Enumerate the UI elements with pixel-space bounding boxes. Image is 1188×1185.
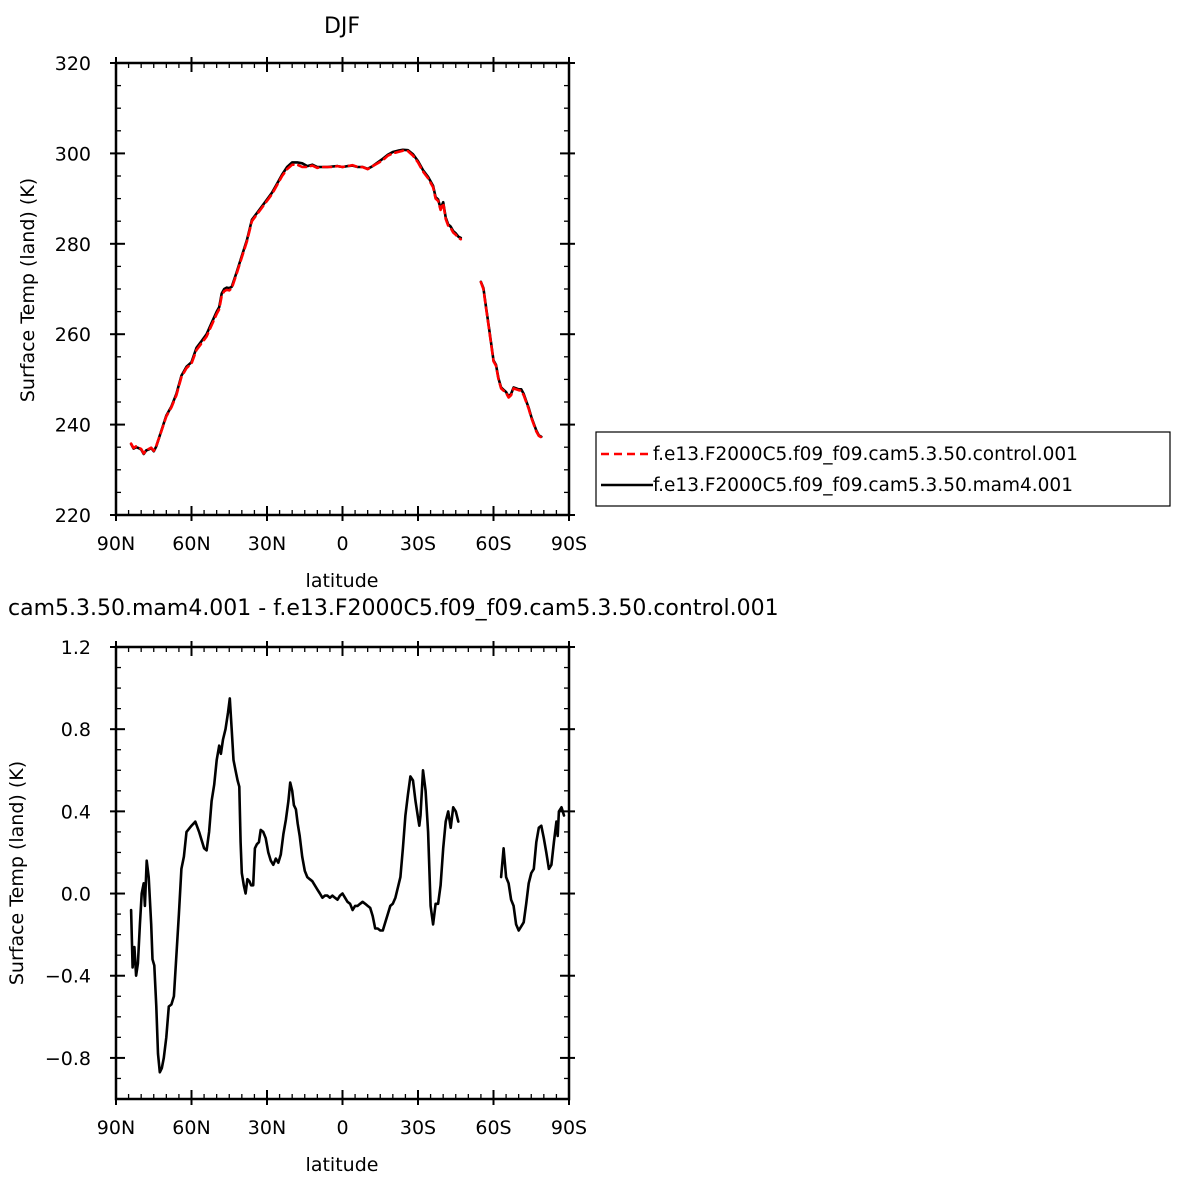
legend: f.e13.F2000C5.f09_f09.cam5.3.50.control.… (595, 431, 1171, 507)
series-line (129, 148, 463, 456)
y-tick-label: 0.4 (61, 801, 91, 823)
y-tick-label: 260 (55, 324, 91, 346)
x-tick-label: 90S (551, 533, 587, 555)
x-tick-label: 60S (475, 1117, 511, 1139)
x-tick-label: 90N (97, 533, 135, 555)
x-axis-label: latitude (306, 1154, 379, 1176)
x-tick-label: 60S (475, 533, 511, 555)
plot-area (129, 697, 566, 1074)
x-tick-label: 30N (248, 533, 286, 555)
chart-title: DJF (324, 14, 360, 39)
y-tick-label: 320 (55, 53, 91, 75)
y-axis-label: Surface Temp (land) (K) (6, 761, 28, 985)
y-tick-label: 1.2 (61, 637, 91, 659)
x-tick-label: 60N (172, 1117, 210, 1139)
y-axis: 220 240 260 280 300 320 (55, 53, 575, 527)
x-tick-label: 90S (551, 1117, 587, 1139)
series-line (499, 806, 566, 932)
x-axis-label: latitude (306, 570, 379, 592)
panel-djf: DJF 90N 60N 30N 0 30S 60S 90S 220 240 260 280 300 3… (17, 14, 1171, 592)
x-tick-label: 30S (400, 533, 436, 555)
plot-frame (114, 61, 571, 517)
legend-label-control: f.e13.F2000C5.f09_f09.cam5.3.50.control.… (653, 444, 1078, 465)
chart-title: cam5.3.50.mam4.001 - f.e13.F2000C5.f09_f… (8, 596, 779, 621)
x-tick-label: 0 (336, 533, 348, 555)
x-axis: 90N 60N 30N 0 30S 60S 90S (97, 57, 587, 555)
y-tick-label: 240 (55, 415, 91, 437)
x-tick-label: 30N (248, 1117, 286, 1139)
y-tick-label: 280 (55, 234, 91, 256)
series-line (129, 697, 460, 1074)
series-line (479, 280, 543, 439)
series-line (129, 149, 463, 455)
panel-difference: cam5.3.50.mam4.001 - f.e13.F2000C5.f09_f… (6, 596, 779, 1176)
y-axis-label: Surface Temp (land) (K) (17, 178, 39, 402)
series-line (479, 280, 543, 439)
y-tick-label: −0.4 (45, 966, 91, 988)
x-axis: 90N 60N 30N 0 30S 60S 90S (97, 641, 587, 1139)
y-tick-label: 220 (55, 505, 91, 527)
plot-frame (114, 645, 571, 1101)
y-tick-label: −0.8 (45, 1048, 91, 1070)
y-tick-label: 0.0 (61, 884, 91, 906)
x-tick-label: 30S (400, 1117, 436, 1139)
y-tick-label: 300 (55, 143, 91, 165)
x-tick-label: 60N (172, 533, 210, 555)
x-tick-label: 0 (336, 1117, 348, 1139)
y-axis: −0.8 −0.4 0.0 0.4 0.8 1.2 (45, 637, 575, 1100)
legend-label-mam4: f.e13.F2000C5.f09_f09.cam5.3.50.mam4.001 (653, 475, 1073, 496)
y-tick-label: 0.8 (61, 719, 91, 741)
x-tick-label: 90N (97, 1117, 135, 1139)
plot-area (129, 148, 543, 456)
legend-box (595, 431, 1171, 507)
